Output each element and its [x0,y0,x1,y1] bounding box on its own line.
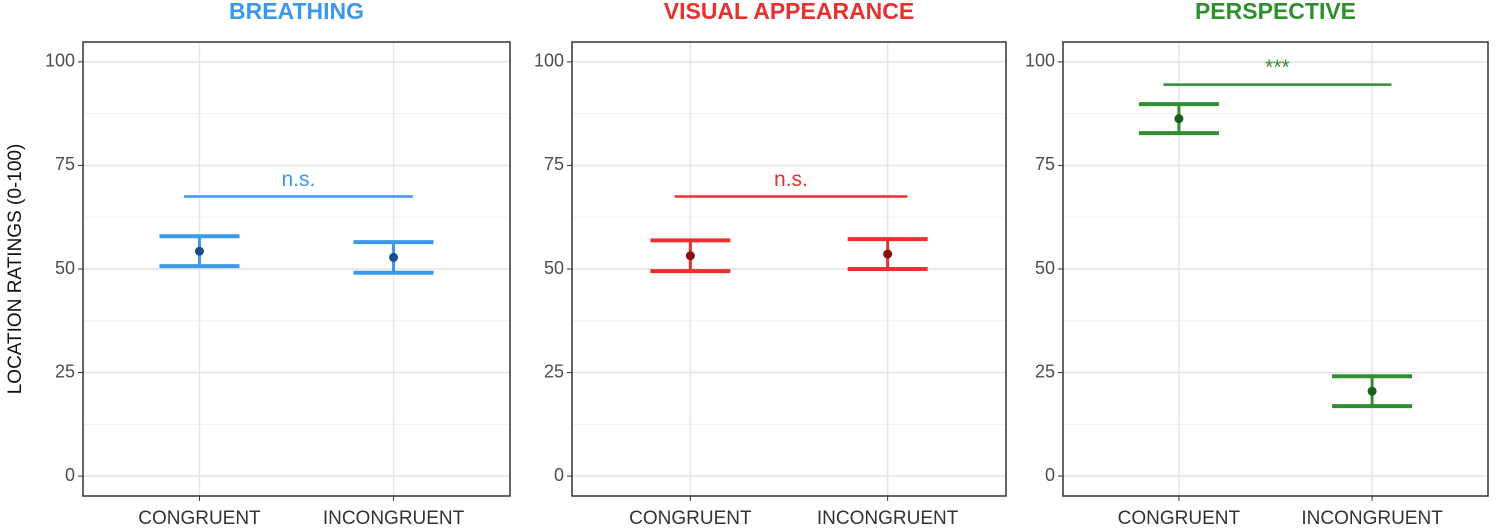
x-tick-label: INCONGRUENT [1301,508,1443,529]
panel-title: PERSPECTIVE [1195,0,1356,24]
mean-point [1367,386,1377,396]
y-tick-label: 25 [1035,361,1055,381]
mean-point [389,252,399,262]
y-tick-label: 75 [1035,154,1055,174]
significance-label: n.s. [282,168,316,191]
y-tick-label: 100 [1025,51,1055,71]
significance-label: *** [1265,56,1290,79]
x-tick-label: CONGRUENT [1118,508,1241,529]
y-tick-label: 0 [65,465,75,485]
y-tick-label: 0 [1045,465,1055,485]
y-tick-label: 75 [544,154,564,174]
x-tick-label: INCONGRUENT [323,508,465,529]
y-tick-label: 100 [534,51,564,71]
panel-title: BREATHING [229,0,364,24]
x-tick-label: INCONGRUENT [817,508,959,529]
y-tick-label: 0 [554,465,564,485]
y-tick-label: 50 [1035,258,1055,278]
x-tick-label: CONGRUENT [629,508,752,529]
y-tick-label: 25 [55,361,75,381]
mean-point [685,251,695,261]
y-axis-label: LOCATION RATINGS (0-100) [5,144,26,395]
x-tick-label: CONGRUENT [138,508,261,529]
y-tick-label: 100 [45,51,75,71]
mean-point [883,249,893,259]
panel-border [1062,41,1489,497]
mean-point [194,246,204,256]
y-tick-label: 75 [55,154,75,174]
y-tick-label: 25 [544,361,564,381]
panel-border [571,41,1007,497]
mean-point [1174,114,1184,124]
panel-title: VISUAL APPEARANCE [664,0,914,24]
panel-border [82,41,511,497]
significance-label: n.s. [774,168,808,191]
y-tick-label: 50 [544,258,564,278]
y-tick-label: 50 [55,258,75,278]
